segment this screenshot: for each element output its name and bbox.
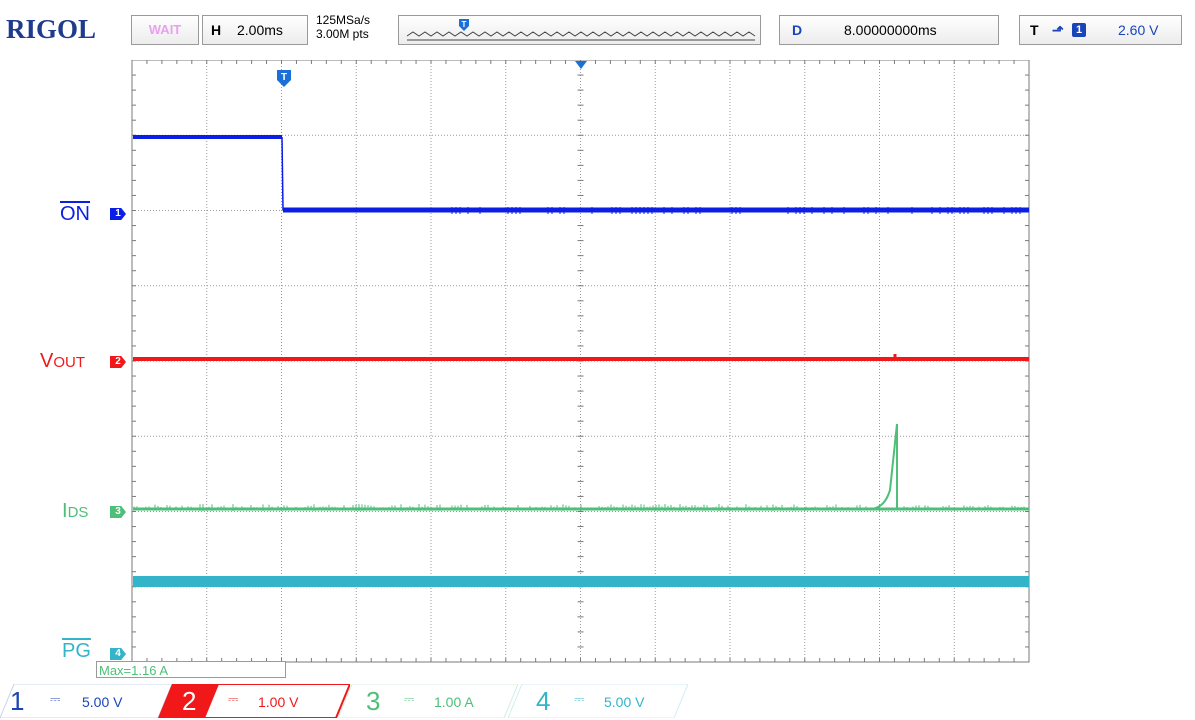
brand-logo: RIGOL xyxy=(6,14,97,44)
delay-button[interactable]: D 8.00000000ms xyxy=(779,15,999,45)
horizontal-timebase-button[interactable]: H 2.00ms xyxy=(202,15,308,45)
channel-2-number: 2 xyxy=(182,686,197,716)
dc-coupling-icon: ⎓ xyxy=(574,691,585,706)
ch4-trace xyxy=(133,576,1029,587)
dc-coupling-icon: ⎓ xyxy=(50,691,61,706)
ch3-offset-marker[interactable]: 3 xyxy=(110,506,126,518)
ch1-offset-marker[interactable]: 1 xyxy=(110,208,126,220)
channel-1-button[interactable]: 1 ⎓ 5.00 V xyxy=(0,684,172,718)
memory-overview-bar[interactable]: T xyxy=(398,15,761,45)
measurement-max-readout[interactable]: Max=1.16 A xyxy=(96,661,286,678)
center-marker-icon xyxy=(575,61,587,69)
channel-1-tab-shape xyxy=(0,684,172,718)
memory-trigger-marker-icon: T xyxy=(459,19,469,31)
run-status-badge[interactable]: WAIT xyxy=(131,15,199,45)
channel-2-scale: 1.00 V xyxy=(258,694,299,710)
ch2-label: VOUT xyxy=(40,350,86,372)
ch3-label: IDS xyxy=(62,500,89,522)
ch1-label: ON xyxy=(60,203,90,225)
timebase-value: 2.00ms xyxy=(237,22,283,38)
ch2-offset-marker[interactable]: 2 xyxy=(110,356,126,368)
channel-1-scale: 5.00 V xyxy=(82,694,123,710)
waveform-display[interactable]: T ON 1 VOUT 2 xyxy=(0,60,1195,678)
ch3-trace xyxy=(133,423,1029,511)
channel-2-tab-shape xyxy=(158,684,350,718)
ch4-offset-marker[interactable]: 4 xyxy=(110,648,126,660)
channel-4-button[interactable]: 4 ⎓ 5.00 V xyxy=(508,684,688,718)
delay-letter: D xyxy=(792,22,803,38)
trigger-button[interactable]: T ⬏ 1 2.60 V xyxy=(1019,15,1182,45)
svg-text:T: T xyxy=(462,20,467,29)
delay-value: 8.00000000ms xyxy=(844,22,937,38)
sampling-info: 125MSa/s 3.00M pts xyxy=(316,13,370,41)
channel-3-number: 3 xyxy=(366,686,381,716)
svg-text:T: T xyxy=(281,72,287,83)
ch4-label: PG xyxy=(62,640,91,662)
waveform-grid: T xyxy=(131,60,1030,663)
trigger-source-badge: 1 xyxy=(1072,23,1086,37)
trigger-level: 2.60 V xyxy=(1118,22,1159,38)
status-bar: RIGOL WAIT H 2.00ms 125MSa/s 3.00M pts T… xyxy=(0,0,1195,60)
channel-bar: 1 ⎓ 5.00 V 2 ⎓ 1.00 V 3 ⎓ 1.00 A 4 ⎓ 5.0… xyxy=(0,680,1195,720)
channel-4-tab-shape xyxy=(508,684,688,718)
rising-edge-icon: ⬏ xyxy=(1052,22,1064,38)
trigger-position-icon: T xyxy=(277,70,291,87)
memory-waveform-icon: T xyxy=(406,19,756,41)
channel-3-tab-shape xyxy=(338,684,518,718)
channel-3-button[interactable]: 3 ⎓ 1.00 A xyxy=(338,684,518,718)
ch2-trace xyxy=(133,354,1029,361)
channel-2-button[interactable]: 2 ⎓ 1.00 V xyxy=(158,684,350,718)
sample-rate: 125MSa/s xyxy=(316,13,371,27)
channel-4-number: 4 xyxy=(536,686,551,716)
trigger-letter: T xyxy=(1030,22,1039,38)
ch1-trace xyxy=(133,135,1029,214)
dc-coupling-icon: ⎓ xyxy=(228,691,239,706)
channel-3-scale: 1.00 A xyxy=(434,694,474,710)
channel-1-number: 1 xyxy=(10,686,25,716)
channel-4-scale: 5.00 V xyxy=(604,694,645,710)
memory-depth: 3.00M pts xyxy=(316,27,369,41)
dc-coupling-icon: ⎓ xyxy=(404,691,415,706)
horizontal-letter: H xyxy=(211,22,222,38)
